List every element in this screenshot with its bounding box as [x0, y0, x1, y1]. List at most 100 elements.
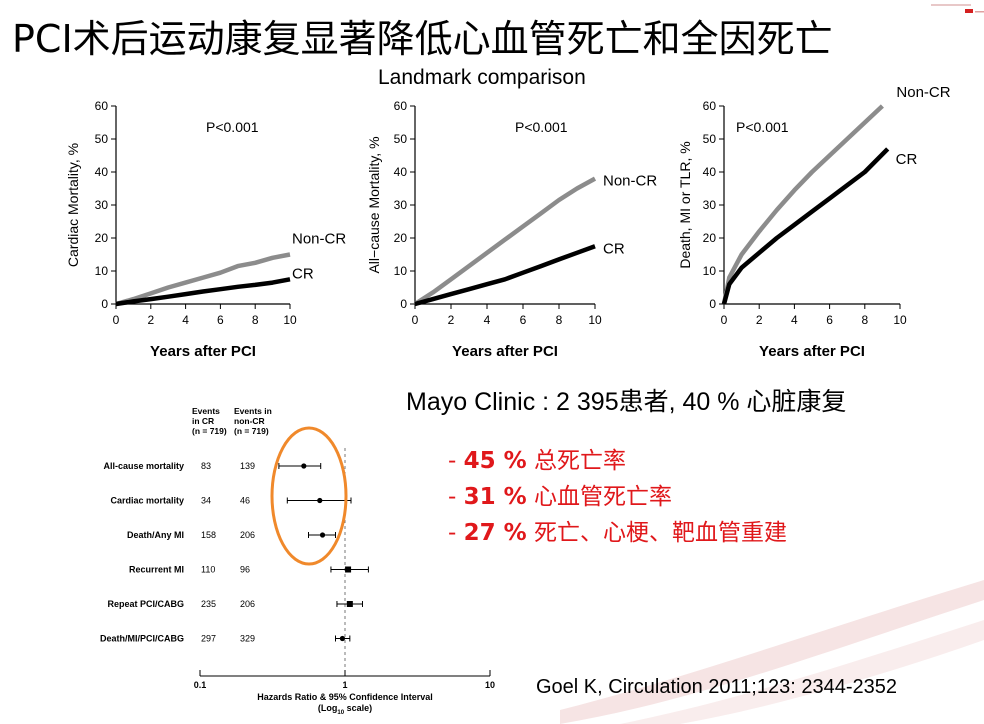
x-axis-label: Years after PCI: [759, 343, 865, 360]
highlight-oval: [270, 426, 348, 566]
x-tick-label: 0: [412, 313, 419, 327]
series-label: Non-CR: [292, 231, 346, 248]
noncr-events-value: 206: [240, 599, 255, 609]
p-value-annotation: P<0.001: [206, 119, 259, 135]
y-tick-label: 0: [709, 297, 716, 311]
cr-series-line: [721, 147, 890, 305]
all-cause-mortality-chart: 0 2 4 6 8 10 0 10 20 30 40 50 60 Years after PCI All−c…: [366, 99, 657, 360]
noncr-events-value: 96: [240, 565, 250, 575]
series-label: Non-CR: [603, 173, 657, 190]
forest-row-label: Recurrent MI: [129, 565, 184, 575]
y-tick-label: 10: [95, 264, 109, 278]
cardiac-mortality-chart: 0 2 4 6 8 10 0 10 20 30 40 50 60 Years after PCI Cardi…: [65, 99, 346, 360]
y-tick-label: 60: [95, 99, 109, 113]
forest-x-axis-scale: (Log10 scale): [318, 703, 372, 716]
hazard-ratio-marker: [346, 601, 353, 607]
noncr-series-line: [413, 176, 597, 306]
forest-x-axis-label: Hazards Ratio & 95% Confidence Interval: [257, 692, 433, 702]
x-tick-label: 2: [448, 313, 455, 327]
y-tick-label: 60: [394, 99, 408, 113]
p-value-annotation: P<0.001: [736, 119, 789, 135]
y-tick-label: 0: [400, 297, 407, 311]
x-tick-label: 2: [147, 313, 154, 327]
y-tick-label: 40: [703, 165, 717, 179]
reduction-item: - 27 % 死亡、心梗、靶血管重建: [448, 520, 787, 546]
reduction-item: - 45 % 总死亡率: [448, 448, 626, 474]
x-tick-label: 0: [113, 313, 120, 327]
page-title: PCI术后运动康复显著降低心血管死亡和全因死亡: [12, 17, 833, 61]
cr-events-value: 235: [201, 599, 216, 609]
cr-column-header: (n = 719): [192, 426, 227, 436]
y-tick-label: 20: [95, 231, 109, 245]
x-tick-label: 10: [893, 313, 907, 327]
reduction-item: - 31 % 心血管死亡率: [448, 484, 672, 510]
x-tick-label: 8: [252, 313, 259, 327]
cr-column-header: Events: [192, 406, 220, 416]
x-tick-label: 10: [588, 313, 602, 327]
cr-column-header: in CR: [192, 416, 214, 426]
reduction-list: - 45 % 总死亡率 - 31 % 心血管死亡率 - 27 % 死亡、心梗、靶…: [448, 443, 787, 551]
hazard-ratio-marker: [319, 532, 326, 538]
chart-subtitle: Landmark comparison: [378, 66, 586, 89]
y-tick-label: 40: [394, 165, 408, 179]
noncr-column-header: (n = 719): [234, 426, 269, 436]
y-tick-label: 10: [703, 264, 717, 278]
y-tick-label: 30: [394, 198, 408, 212]
forest-x-tick-label: 0.1: [194, 680, 207, 690]
y-axis-label: Cardiac Mortality, %: [65, 143, 81, 267]
series-label: CR: [896, 151, 918, 168]
x-tick-label: 2: [756, 313, 763, 327]
hazard-ratio-marker: [345, 566, 352, 573]
cr-events-value: 34: [201, 496, 211, 506]
x-axis-label: Years after PCI: [452, 343, 558, 360]
x-tick-label: 4: [182, 313, 189, 327]
x-tick-label: 4: [484, 313, 491, 327]
y-tick-label: 40: [95, 165, 109, 179]
y-tick-label: 50: [95, 132, 109, 146]
y-tick-label: 30: [95, 198, 109, 212]
background-swoosh: [560, 580, 984, 724]
noncr-series-line: [721, 104, 884, 305]
x-tick-label: 6: [826, 313, 833, 327]
death-mi-tlr-chart: 0 2 4 6 8 10 0 10 20 30 40 50 60 Years after PCI Death…: [677, 84, 951, 360]
citation: Goel K, Circulation 2011;123: 2344-2352: [536, 676, 897, 698]
x-axis-label: Years after PCI: [150, 343, 256, 360]
y-tick-label: 20: [394, 231, 408, 245]
y-tick-label: 30: [703, 198, 717, 212]
forest-x-tick-label: 10: [485, 680, 495, 690]
cr-events-value: 297: [201, 634, 216, 644]
noncr-series-line: [115, 252, 291, 307]
forest-row-label: Death/MI/PCI/CABG: [100, 634, 184, 644]
series-label: Non-CR: [896, 84, 950, 101]
y-tick-label: 50: [703, 132, 717, 146]
y-tick-label: 10: [394, 264, 408, 278]
hazard-ratio-marker: [301, 463, 307, 469]
x-tick-label: 6: [217, 313, 224, 327]
y-tick-label: 50: [394, 132, 408, 146]
y-tick-label: 0: [101, 297, 108, 311]
forest-x-tick-label: 1: [342, 680, 347, 690]
cr-series-line: [414, 244, 596, 307]
y-tick-label: 60: [703, 99, 717, 113]
x-tick-label: 0: [721, 313, 728, 327]
hazard-ratio-marker: [339, 635, 346, 642]
noncr-events-value: 206: [240, 530, 255, 540]
x-tick-label: 8: [556, 313, 563, 327]
noncr-column-header: non-CR: [234, 416, 265, 426]
corner-decoration: [931, 4, 984, 13]
p-value-annotation: P<0.001: [515, 119, 568, 135]
study-summary: Mayo Clinic : 2 395患者, 40 % 心脏康复: [406, 388, 847, 416]
cr-events-value: 83: [201, 461, 211, 471]
y-axis-label: All−cause Mortality, %: [366, 136, 382, 273]
forest-row-label: Repeat PCI/CABG: [107, 599, 184, 609]
x-tick-label: 8: [861, 313, 868, 327]
noncr-events-value: 329: [240, 634, 255, 644]
series-label: CR: [603, 240, 625, 257]
forest-row-label: All-cause mortality: [103, 461, 184, 471]
y-axis-label: Death, MI or TLR, %: [677, 141, 693, 268]
y-tick-label: 20: [703, 231, 717, 245]
x-tick-label: 4: [791, 313, 798, 327]
x-tick-label: 10: [283, 313, 297, 327]
hazard-ratio-marker: [317, 497, 323, 504]
